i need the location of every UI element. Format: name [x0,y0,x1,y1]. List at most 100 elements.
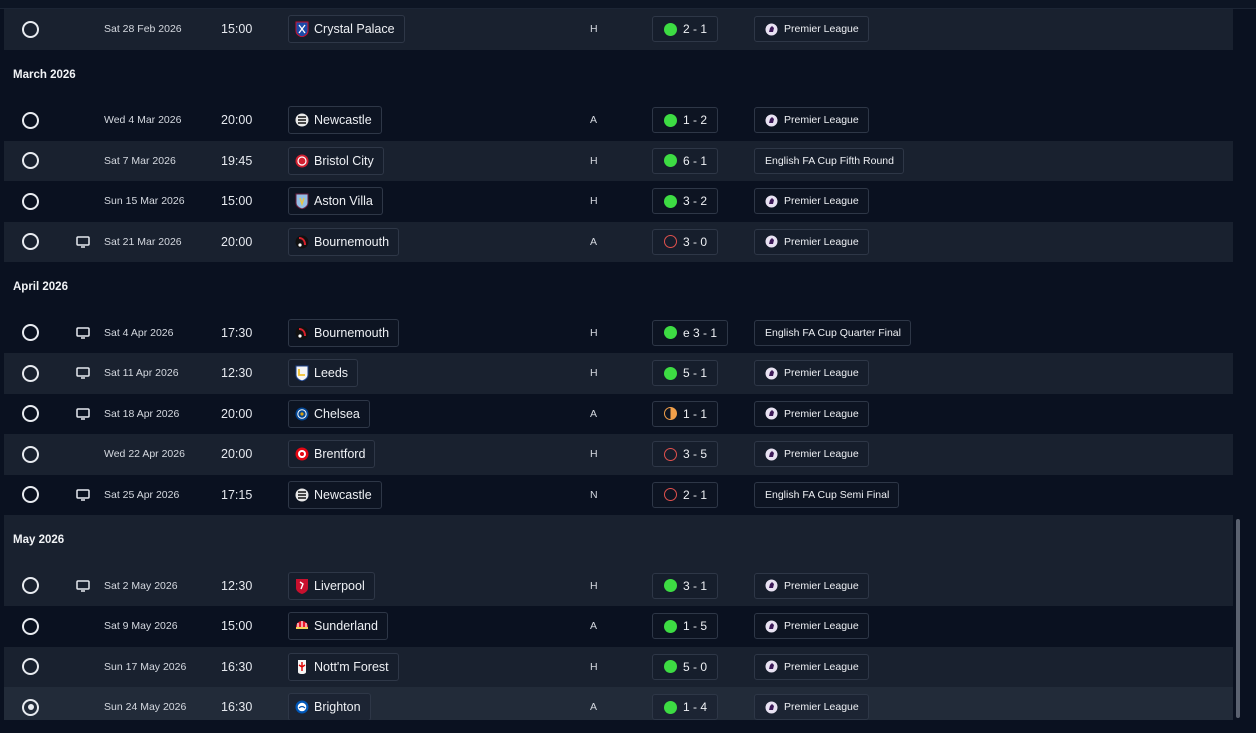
venue: A [590,701,598,714]
competition-button[interactable]: Premier League [754,694,869,721]
competition-button[interactable]: Premier League [754,400,869,427]
select-radio[interactable] [22,20,39,38]
opponent-name: Brighton [314,700,361,715]
result-button[interactable]: 1 - 2 [652,107,719,134]
result-button[interactable]: 5 - 1 [652,360,719,387]
venue: H [590,367,598,380]
opponent-button[interactable]: Chelsea [288,399,370,428]
opponent-name: Bournemouth [314,234,390,249]
fixture-row[interactable]: Sat 11 Apr 2026 12:30 Leeds H 5 - 1 Prem… [4,353,1233,394]
newcastle-crest-icon [295,113,309,127]
select-radio[interactable] [22,658,39,676]
competition-button[interactable]: English FA Cup Fifth Round [754,147,904,174]
fixture-row[interactable]: Sun 17 May 2026 16:30 Nott'm Forest H 5 … [4,646,1233,687]
fixture-row[interactable]: Sat 18 Apr 2026 20:00 Chelsea A 1 - 1 Pr… [4,394,1233,435]
loss-indicator-icon [664,235,677,249]
premier-league-icon [765,620,778,633]
competition-button[interactable]: Premier League [754,653,869,680]
result-button[interactable]: 6 - 1 [652,147,719,174]
fixture-row[interactable]: Wed 22 Apr 2026 20:00 Brentford H 3 - 5 … [4,434,1233,475]
select-radio[interactable] [22,445,39,463]
fixture-row[interactable]: Sat 28 Feb 2026 15:00 Crystal Palace H 2… [4,9,1233,50]
competition-button[interactable]: Premier League [754,188,869,215]
fixture-time: 12:30 [221,578,253,593]
select-radio[interactable] [22,192,39,210]
result-button[interactable]: 1 - 4 [652,694,719,721]
competition-button[interactable]: Premier League [754,613,869,640]
select-radio[interactable] [22,405,39,423]
competition-name: Premier League [784,620,859,633]
result-button[interactable]: 3 - 2 [652,188,719,215]
fixture-row[interactable]: Sat 4 Apr 2026 17:30 Bournemouth H e 3 -… [4,313,1233,354]
select-radio[interactable] [22,152,39,170]
competition-button[interactable]: Premier League [754,360,869,387]
select-radio[interactable] [22,364,39,382]
select-radio-checked[interactable] [22,698,39,716]
select-radio[interactable] [22,111,39,129]
competition-button[interactable]: Premier League [754,107,869,134]
competition-name: Premier League [784,407,859,420]
aston-villa-crest-icon [295,193,309,210]
opponent-button[interactable]: Brentford [288,440,376,469]
competition-button[interactable]: Premier League [754,441,869,468]
opponent-button[interactable]: Brighton [288,693,371,722]
result-button[interactable]: 1 - 5 [652,613,719,640]
opponent-button[interactable]: Nott'm Forest [288,652,399,681]
result-button[interactable]: 1 - 1 [652,400,719,427]
venue: H [590,154,598,167]
opponent-button[interactable]: Sunderland [288,612,388,641]
result-button[interactable]: 5 - 0 [652,653,719,680]
win-indicator-icon [664,366,677,380]
select-radio[interactable] [22,324,39,342]
result-button[interactable]: 3 - 0 [652,228,719,255]
scrollbar-thumb[interactable] [1236,519,1240,718]
opponent-name: Aston Villa [314,194,373,209]
fixture-date: Wed 22 Apr 2026 [104,448,185,461]
fixture-time: 15:00 [221,22,253,37]
top-divider [0,0,1256,9]
competition-name: Premier League [784,235,859,248]
fixture-date: Sun 17 May 2026 [104,660,187,673]
bournemouth-crest-icon [295,235,309,249]
select-radio[interactable] [22,617,39,635]
fixture-row[interactable]: Sun 15 Mar 2026 15:00 Aston Villa H 3 - … [4,181,1233,222]
result-score: 1 - 4 [683,700,708,715]
win-indicator-icon [664,660,677,674]
opponent-button[interactable]: Bournemouth [288,318,400,347]
competition-button[interactable]: English FA Cup Quarter Final [754,319,911,346]
fixture-time: 17:15 [221,487,253,502]
fixture-row[interactable]: Sat 9 May 2026 15:00 Sunderland A 1 - 5 … [4,606,1233,647]
venue: H [590,579,598,592]
fixture-row[interactable]: Sat 25 Apr 2026 17:15 Newcastle N 2 - 1 … [4,475,1233,516]
fixture-row[interactable]: Sat 2 May 2026 12:30 Liverpool H 3 - 1 P… [4,565,1233,606]
fixture-row[interactable]: Sat 7 Mar 2026 19:45 Bristol City H 6 - … [4,140,1233,181]
opponent-button[interactable]: Leeds [288,359,359,388]
result-button[interactable]: 3 - 1 [652,572,719,599]
opponent-button[interactable]: Liverpool [288,571,375,600]
opponent-button[interactable]: Crystal Palace [288,15,405,44]
competition-button[interactable]: Premier League [754,16,869,43]
result-button[interactable]: 3 - 5 [652,441,719,468]
fixture-row[interactable]: Wed 4 Mar 2026 20:00 Newcastle A 1 - 2 P… [4,100,1233,141]
venue: H [590,326,598,339]
opponent-button[interactable]: Aston Villa [288,187,383,216]
premier-league-icon [765,660,778,673]
opponent-button[interactable]: Newcastle [288,480,382,509]
premier-league-icon [765,235,778,248]
result-button[interactable]: 2 - 1 [652,481,719,508]
fixture-time: 20:00 [221,234,253,249]
result-button[interactable]: e 3 - 1 [652,319,729,346]
competition-button[interactable]: English FA Cup Semi Final [754,481,900,508]
opponent-button[interactable]: Bournemouth [288,227,400,256]
select-radio[interactable] [22,577,39,595]
competition-button[interactable]: Premier League [754,572,869,599]
tv-icon [76,327,90,339]
select-radio[interactable] [22,486,39,504]
result-score: 3 - 5 [683,447,708,462]
competition-button[interactable]: Premier League [754,228,869,255]
select-radio[interactable] [22,233,39,251]
opponent-button[interactable]: Bristol City [288,146,384,175]
fixture-row[interactable]: Sat 21 Mar 2026 20:00 Bournemouth A 3 - … [4,221,1233,262]
result-button[interactable]: 2 - 1 [652,16,719,43]
opponent-button[interactable]: Newcastle [288,106,382,135]
